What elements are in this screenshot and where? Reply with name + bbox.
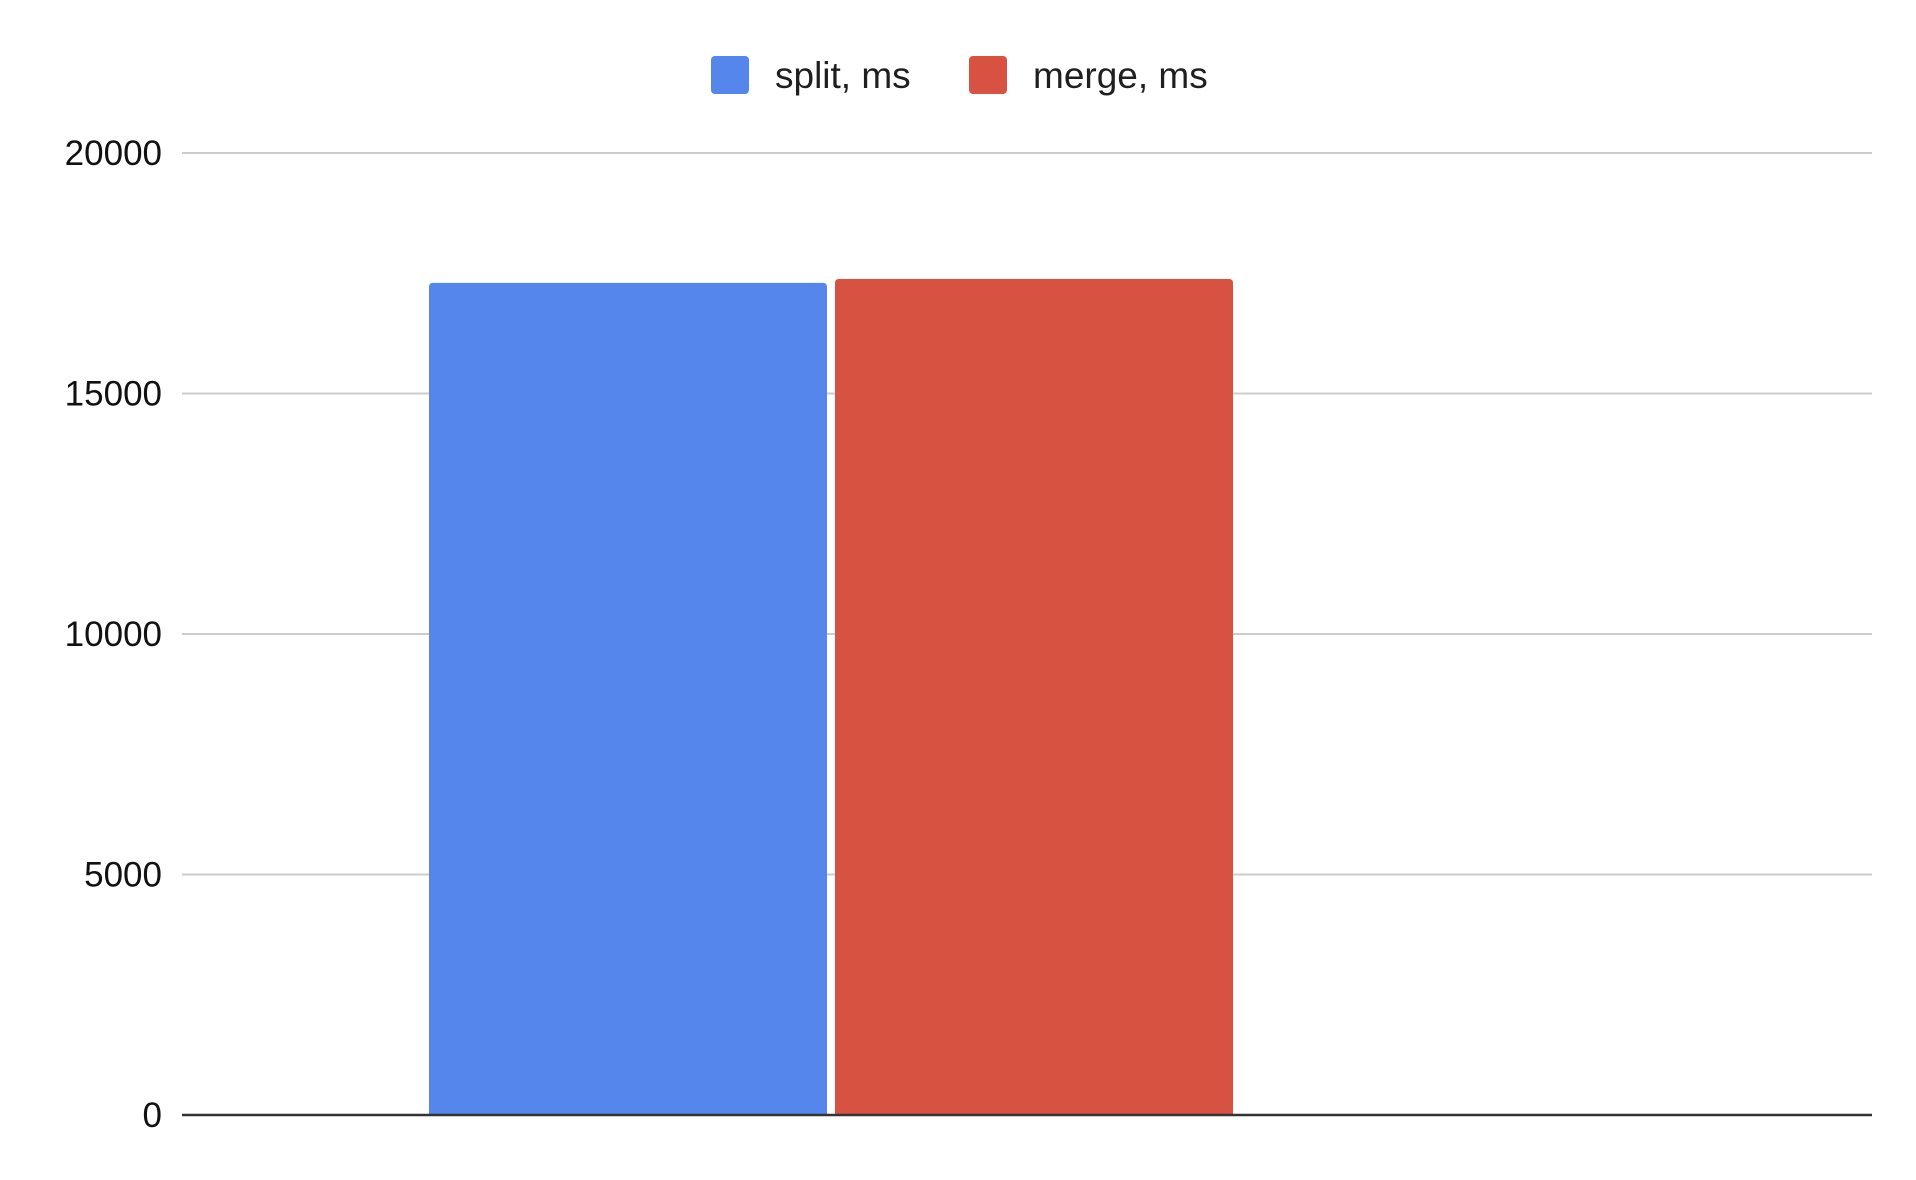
legend-swatch — [969, 56, 1007, 94]
bar-split-ms[interactable] — [429, 282, 827, 1115]
y-tick-label: 0 — [143, 1096, 162, 1135]
legend-label: merge, ms — [1033, 55, 1208, 96]
legend-item-split-ms[interactable]: split, ms — [711, 55, 911, 96]
bars — [429, 279, 1233, 1116]
legend[interactable]: split, ms merge, ms — [711, 55, 1208, 96]
y-tick-label: 20000 — [65, 134, 162, 173]
y-axis-ticks: 0 5000 10000 15000 20000 — [65, 134, 162, 1135]
legend-swatch — [711, 56, 749, 94]
y-tick-label: 10000 — [65, 615, 162, 654]
legend-item-merge-ms[interactable]: merge, ms — [969, 55, 1208, 96]
y-tick-label: 5000 — [84, 856, 162, 895]
legend-label: split, ms — [775, 55, 911, 96]
y-tick-label: 15000 — [65, 375, 162, 414]
bar-merge-ms[interactable] — [835, 279, 1233, 1116]
